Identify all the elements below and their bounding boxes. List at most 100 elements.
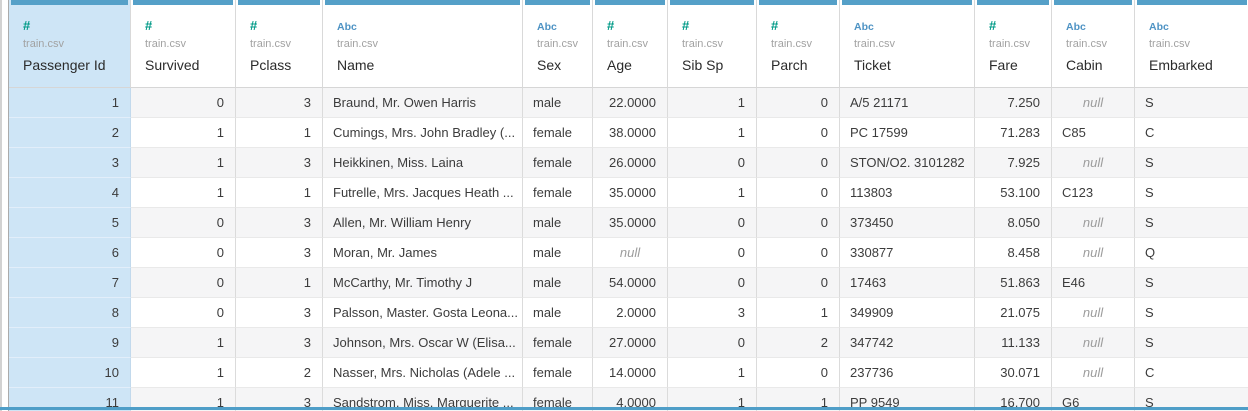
table-cell: C85 [1052,118,1135,148]
column-header-age[interactable]: # train.csv Age [593,0,668,88]
table-cell: 1 [131,328,236,358]
table-cell: female [523,178,593,208]
table-cell: 7.925 [975,148,1052,178]
column-name: Name [337,57,375,73]
table-cell: 16.700 [975,388,1052,411]
table-cell: Nasser, Mrs. Nicholas (Adele ... [323,358,523,388]
table-cell: E46 [1052,268,1135,298]
table-cell: 113803 [840,178,975,208]
horizontal-scrollbar[interactable] [0,407,1248,410]
table-cell: 1 [668,88,757,118]
table-row: 11 1 3 Sandstrom, Miss. Marguerite ... f… [9,388,1248,411]
table-cell: 2 [9,118,131,148]
column-accent-bar [325,0,520,5]
table-cell: female [523,118,593,148]
header-row: # train.csv Passenger Id # train.csv Sur… [9,0,1248,88]
table-cell: McCarthy, Mr. Timothy J [323,268,523,298]
column-accent-bar [595,0,665,5]
left-panel-divider [0,0,2,411]
table-cell: 3 [668,298,757,328]
null-value-cell: null [593,238,668,268]
source-file-label: train.csv [1066,38,1107,50]
table-cell: 1 [668,178,757,208]
source-file-label: train.csv [1149,38,1190,50]
column-header-name[interactable]: Abc train.csv Name [323,0,523,88]
table-cell: S [1135,328,1248,358]
table-cell: 1 [131,148,236,178]
table-cell: male [523,268,593,298]
table-cell: 9 [9,328,131,358]
table-cell: 51.863 [975,268,1052,298]
table-cell: 0 [131,88,236,118]
table-cell: 35.0000 [593,178,668,208]
null-value-cell: null [1052,88,1135,118]
table-row: 8 0 3 Palsson, Master. Gosta Leona... ma… [9,298,1248,328]
table-cell: 0 [131,268,236,298]
table-cell: PC 17599 [840,118,975,148]
table-cell: 17463 [840,268,975,298]
number-type-icon: # [250,18,257,33]
column-header-fare[interactable]: # train.csv Fare [975,0,1052,88]
table-cell: 1 [131,388,236,411]
column-name: Pclass [250,57,292,73]
table-cell: Sandstrom, Miss. Marguerite ... [323,388,523,411]
column-header-parch[interactable]: # train.csv Parch [757,0,840,88]
source-file-label: train.csv [23,38,64,50]
table-row: 1 0 3 Braund, Mr. Owen Harris male 22.00… [9,88,1248,118]
table-row: 4 1 1 Futrelle, Mrs. Jacques Heath ... f… [9,178,1248,208]
column-name: Age [607,57,632,73]
string-type-icon: Abc [1149,21,1169,33]
table-cell: male [523,208,593,238]
table-cell: 0 [668,328,757,358]
table-cell: 347742 [840,328,975,358]
table-cell: 53.100 [975,178,1052,208]
null-value-cell: null [1052,238,1135,268]
table-cell: 1 [236,178,323,208]
column-accent-bar [238,0,320,5]
table-cell: 54.0000 [593,268,668,298]
column-accent-bar [525,0,590,5]
table-row: 5 0 3 Allen, Mr. William Henry male 35.0… [9,208,1248,238]
column-header-cabin[interactable]: Abc train.csv Cabin [1052,0,1135,88]
table-cell: 0 [668,148,757,178]
table-cell: 7 [9,268,131,298]
table-cell: female [523,148,593,178]
table-cell: C [1135,118,1248,148]
table-cell: 11.133 [975,328,1052,358]
table-cell: 4.0000 [593,388,668,411]
table-cell: STON/O2. 3101282 [840,148,975,178]
source-file-label: train.csv [771,38,812,50]
string-type-icon: Abc [854,21,874,33]
table-cell: Heikkinen, Miss. Laina [323,148,523,178]
column-header-passenger-id[interactable]: # train.csv Passenger Id [9,0,131,88]
table-cell: 330877 [840,238,975,268]
null-value-cell: null [1052,298,1135,328]
string-type-icon: Abc [537,21,557,33]
column-accent-bar [133,0,233,5]
table-cell: Cumings, Mrs. John Bradley (... [323,118,523,148]
table-cell: S [1135,88,1248,118]
column-name: Fare [989,57,1018,73]
table-cell: 3 [236,388,323,411]
table-cell: G6 [1052,388,1135,411]
table-row: 2 1 1 Cumings, Mrs. John Bradley (... fe… [9,118,1248,148]
table-cell: S [1135,268,1248,298]
column-header-sex[interactable]: Abc train.csv Sex [523,0,593,88]
column-header-embarked[interactable]: Abc train.csv Embarked [1135,0,1248,88]
column-header-ticket[interactable]: Abc train.csv Ticket [840,0,975,88]
column-header-pclass[interactable]: # train.csv Pclass [236,0,323,88]
column-header-survived[interactable]: # train.csv Survived [131,0,236,88]
table-cell: S [1135,388,1248,411]
table-cell: 1 [668,118,757,148]
table-cell: S [1135,208,1248,238]
number-type-icon: # [989,18,996,33]
table-cell: S [1135,178,1248,208]
number-type-icon: # [23,18,30,33]
table-cell: 2 [236,358,323,388]
table-cell: 0 [757,118,840,148]
column-header-sib-sp[interactable]: # train.csv Sib Sp [668,0,757,88]
source-file-label: train.csv [337,38,378,50]
table-cell: 1 [757,298,840,328]
table-cell: 0 [668,238,757,268]
table-cell: 0 [757,268,840,298]
